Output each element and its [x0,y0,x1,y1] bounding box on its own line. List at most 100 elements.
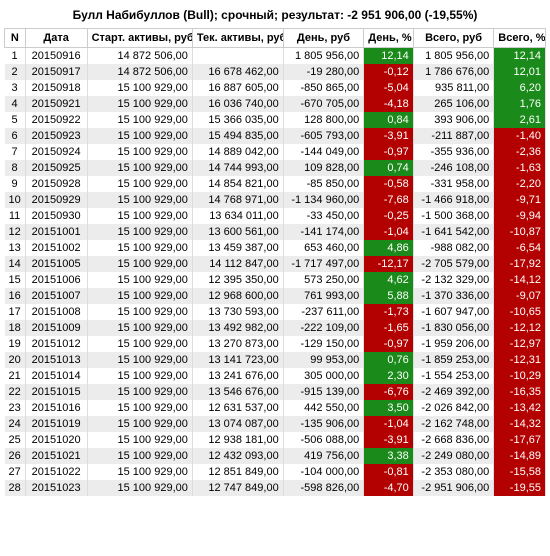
table-cell: 20150917 [25,64,87,80]
table-cell: 12 938 181,00 [192,432,283,448]
table-row[interactable]: 42015092115 100 929,0016 036 740,00-670 … [5,96,546,112]
table-cell: 13 546 676,00 [192,384,283,400]
table-cell: 13 634 011,00 [192,208,283,224]
col-total-rub[interactable]: Всего, руб [413,29,494,48]
table-cell: 12 631 537,00 [192,400,283,416]
table-cell: -129 150,00 [283,336,364,352]
table-row[interactable]: 242015101915 100 929,0013 074 087,00-135… [5,416,546,432]
table-cell: 20150929 [25,192,87,208]
table-cell: -2 951 906,00 [413,480,494,496]
table-cell: -598 826,00 [283,480,364,496]
table-cell: -14,89 [494,448,546,464]
table-row[interactable]: 182015100915 100 929,0013 492 982,00-222… [5,320,546,336]
table-cell: 15 100 929,00 [87,80,192,96]
table-row[interactable]: 132015100215 100 929,0013 459 387,00653 … [5,240,546,256]
table-cell: 14 112 847,00 [192,256,283,272]
table-row[interactable]: 112015093015 100 929,0013 634 011,00-33 … [5,208,546,224]
table-cell: 13 459 387,00 [192,240,283,256]
table-row[interactable]: 172015100815 100 929,0013 730 593,00-237… [5,304,546,320]
table-cell: 14 872 506,00 [87,48,192,65]
table-cell: 20151006 [25,272,87,288]
table-row[interactable]: 32015091815 100 929,0016 887 605,00-850 … [5,80,546,96]
table-cell: -1,40 [494,128,546,144]
table-cell: -1,63 [494,160,546,176]
table-row[interactable]: 72015092415 100 929,0014 889 042,00-144 … [5,144,546,160]
table-cell: -2 705 579,00 [413,256,494,272]
table-cell: 15 100 929,00 [87,448,192,464]
table-cell: -0,58 [364,176,414,192]
table-row[interactable]: 162015100715 100 929,0012 968 600,00761 … [5,288,546,304]
table-cell: -3,91 [364,128,414,144]
table-row[interactable]: 142015100515 100 929,0014 112 847,00-1 7… [5,256,546,272]
table-row[interactable]: 122015100115 100 929,0013 600 561,00-141… [5,224,546,240]
table-row[interactable]: 262015102115 100 929,0012 432 093,00419 … [5,448,546,464]
table-cell: -915 139,00 [283,384,364,400]
table-cell: -1 830 056,00 [413,320,494,336]
col-n[interactable]: N [5,29,26,48]
col-date[interactable]: Дата [25,29,87,48]
table-cell: 305 000,00 [283,368,364,384]
table-cell: -144 049,00 [283,144,364,160]
table-row[interactable]: 202015101315 100 929,0013 141 723,0099 9… [5,352,546,368]
table-cell: 21 [5,368,26,384]
table-cell: 20151008 [25,304,87,320]
table-cell: 27 [5,464,26,480]
table-cell: 99 953,00 [283,352,364,368]
table-cell: 20150928 [25,176,87,192]
table-cell: 15 100 929,00 [87,304,192,320]
table-cell: 265 106,00 [413,96,494,112]
table-cell: -670 705,00 [283,96,364,112]
table-cell: 4,86 [364,240,414,256]
table-cell: -13,42 [494,400,546,416]
col-start-assets[interactable]: Старт. активы, руб [87,29,192,48]
table-cell: 14 744 993,00 [192,160,283,176]
table-cell: 0,76 [364,352,414,368]
col-total-pct[interactable]: Всего, % [494,29,546,48]
table-row[interactable]: 12015091614 872 506,001 805 956,0012,141… [5,48,546,65]
table-row[interactable]: 282015102315 100 929,0012 747 849,00-598… [5,480,546,496]
table-cell: 20151013 [25,352,87,368]
table-cell: 20150916 [25,48,87,65]
table-cell: -1 641 542,00 [413,224,494,240]
table-row[interactable]: 152015100615 100 929,0012 395 350,00573 … [5,272,546,288]
table-cell: -5,04 [364,80,414,96]
table-cell: -2 026 842,00 [413,400,494,416]
table-cell: 12,14 [494,48,546,65]
table-row[interactable]: 252015102015 100 929,0012 938 181,00-506… [5,432,546,448]
table-row[interactable]: 232015101615 100 929,0012 631 537,00442 … [5,400,546,416]
table-cell: 13 270 873,00 [192,336,283,352]
table-row[interactable]: 192015101215 100 929,0013 270 873,00-129… [5,336,546,352]
table-cell: 442 550,00 [283,400,364,416]
table-cell: 20 [5,352,26,368]
table-cell: 1,76 [494,96,546,112]
table-cell: -4,18 [364,96,414,112]
table-row[interactable]: 272015102215 100 929,0012 851 849,00-104… [5,464,546,480]
table-cell: -605 793,00 [283,128,364,144]
table-cell: -1,65 [364,320,414,336]
table-cell: 28 [5,480,26,496]
col-day-pct[interactable]: День, % [364,29,414,48]
table-row[interactable]: 102015092915 100 929,0014 768 971,00-1 1… [5,192,546,208]
table-header-row: N Дата Старт. активы, руб Тек. активы, р… [5,29,546,48]
table-cell: 13 141 723,00 [192,352,283,368]
table-cell: 16 678 462,00 [192,64,283,80]
table-cell: 13 600 561,00 [192,224,283,240]
table-row[interactable]: 82015092515 100 929,0014 744 993,00109 8… [5,160,546,176]
table-row[interactable]: 222015101515 100 929,0013 546 676,00-915… [5,384,546,400]
table-cell: 20150921 [25,96,87,112]
table-cell: -1 554 253,00 [413,368,494,384]
table-row[interactable]: 22015091714 872 506,0016 678 462,00-19 2… [5,64,546,80]
table-cell: 1 805 956,00 [413,48,494,65]
table-row[interactable]: 52015092215 100 929,0015 366 035,00128 8… [5,112,546,128]
table-cell: 15 100 929,00 [87,384,192,400]
col-day-rub[interactable]: День, руб [283,29,364,48]
table-cell: -12,31 [494,352,546,368]
table-cell: 20151015 [25,384,87,400]
table-cell: 20150925 [25,160,87,176]
col-current-assets[interactable]: Тек. активы, руб [192,29,283,48]
table-row[interactable]: 92015092815 100 929,0014 854 821,00-85 8… [5,176,546,192]
table-cell: -10,29 [494,368,546,384]
table-cell: -2,36 [494,144,546,160]
table-row[interactable]: 212015101415 100 929,0013 241 676,00305 … [5,368,546,384]
table-row[interactable]: 62015092315 100 929,0015 494 835,00-605 … [5,128,546,144]
